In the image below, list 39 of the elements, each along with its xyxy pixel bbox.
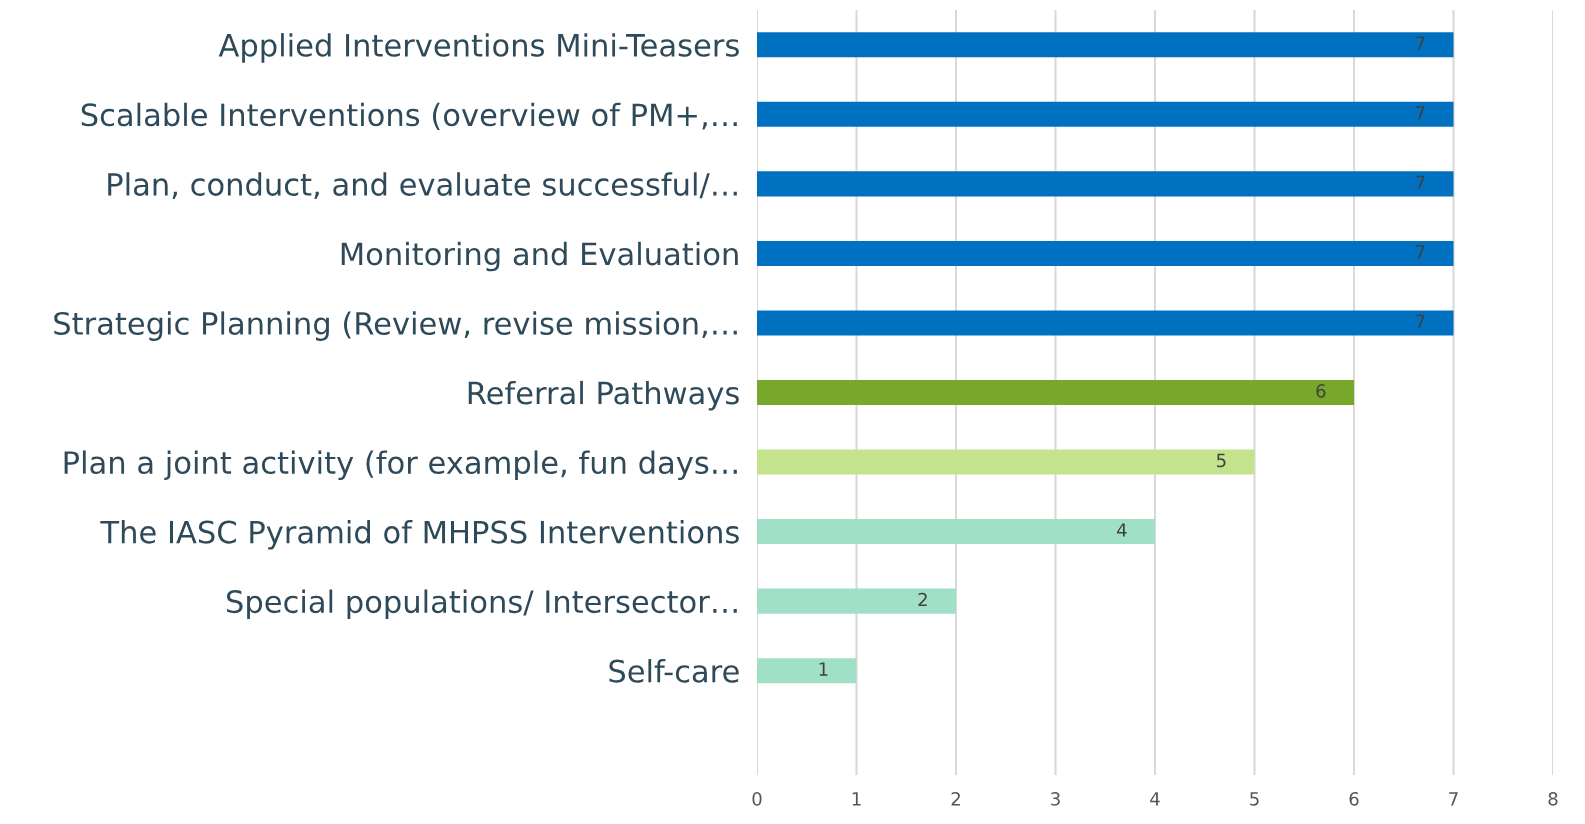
- x-tick-label: 4: [1150, 792, 1160, 806]
- x-tick-label: 7: [1449, 792, 1458, 806]
- bar: [757, 240, 1454, 266]
- x-tick-label: 2: [951, 791, 960, 806]
- data-label: 1: [819, 662, 828, 676]
- bar: [757, 658, 857, 684]
- x-tick-label: 1: [852, 792, 861, 806]
- bar: [757, 310, 1454, 336]
- x-tick-label: 0: [752, 791, 762, 806]
- bar: [757, 449, 1255, 475]
- x-tick-label: 8: [1548, 791, 1558, 806]
- y-tick-label: Plan, conduct, and evaluate successful/…: [108, 172, 737, 200]
- bar: [757, 171, 1454, 197]
- data-label: 2: [918, 592, 927, 607]
- y-tick-label: The IASC Pyramid of MHPSS Interventions: [100, 519, 739, 550]
- y-tick-label: Plan a joint activity (for example, fun days…: [64, 450, 737, 481]
- y-tick-label: Applied Interventions Mini-Teasers: [218, 33, 739, 63]
- bar: [757, 379, 1354, 406]
- data-label: 7: [1416, 314, 1425, 328]
- x-tick-label: 3: [1051, 791, 1060, 806]
- y-tick-label: Self-care: [609, 659, 739, 683]
- data-label: 7: [1416, 175, 1425, 189]
- y-tick-label: Monitoring and Evaluation: [341, 241, 738, 272]
- bar: [757, 519, 1155, 545]
- bar: [757, 32, 1454, 58]
- y-tick-label: Scalable Interventions (overview of PM+,…: [81, 102, 737, 130]
- x-tick-label: 5: [1250, 792, 1259, 806]
- data-label: 7: [1416, 36, 1425, 50]
- y-tick-label: Referral Pathways: [468, 380, 739, 411]
- bar: [757, 588, 956, 614]
- y-tick-label: Special populations/ Intersector…: [226, 589, 737, 620]
- data-label: 6: [1316, 384, 1326, 398]
- data-label: 5: [1217, 453, 1226, 468]
- data-label: 7: [1416, 245, 1425, 259]
- bar: [757, 101, 1454, 127]
- data-label: 7: [1416, 106, 1425, 120]
- y-tick-label: Strategic Planning (Review, revise mission,…: [54, 311, 737, 341]
- data-label: 4: [1116, 523, 1127, 537]
- x-tick-label: 6: [1349, 791, 1359, 806]
